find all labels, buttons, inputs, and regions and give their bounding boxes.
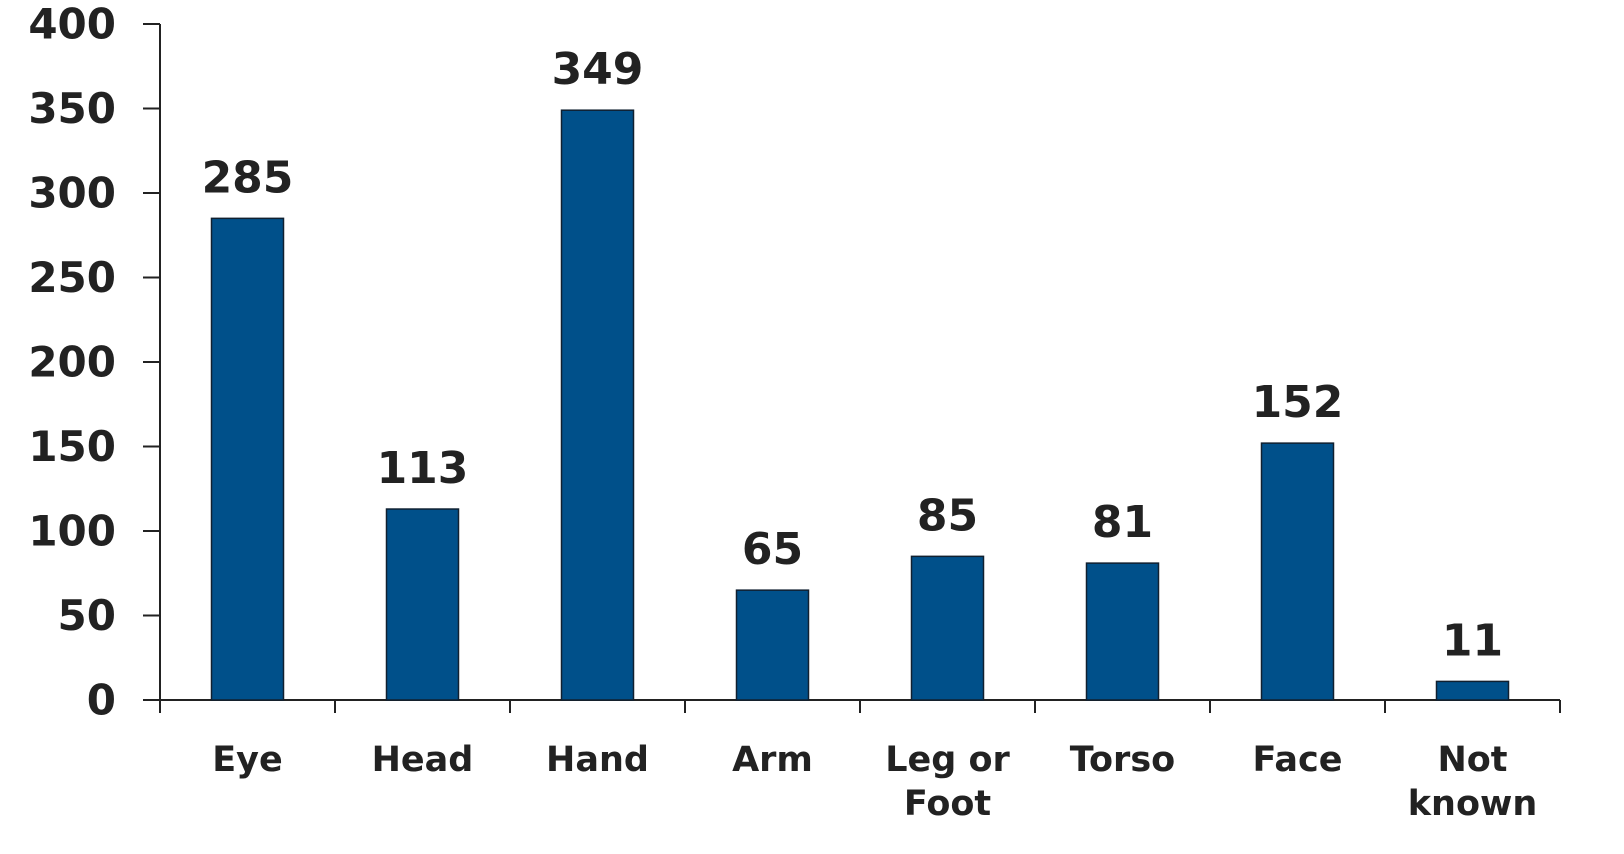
x-tick-label: Head [371, 740, 474, 780]
y-tick-label: 400 [28, 0, 116, 49]
y-tick-label: 350 [28, 84, 116, 133]
data-label: 349 [552, 44, 644, 95]
x-tick-label: Face [1252, 740, 1343, 780]
x-tick-label: Arm [732, 740, 813, 780]
y-tick-label: 100 [28, 507, 116, 556]
data-label: 81 [1092, 497, 1153, 548]
y-tick-label: 0 [87, 676, 116, 725]
data-label: 85 [917, 490, 978, 541]
bar [735, 589, 810, 701]
y-tick-label: 250 [28, 253, 116, 302]
data-label: 113 [377, 443, 469, 494]
x-tick-label: Not known [1407, 740, 1538, 824]
data-label: 11 [1442, 615, 1503, 666]
bar [560, 109, 635, 701]
y-tick-label: 50 [58, 591, 116, 640]
bar [1260, 442, 1335, 701]
x-tick-label: Torso [1069, 740, 1176, 780]
bar [910, 555, 985, 701]
bar [385, 508, 460, 701]
bar [1435, 680, 1510, 701]
x-tick-label: Leg or Foot [885, 740, 1010, 824]
y-tick-label: 200 [28, 338, 116, 387]
data-label: 285 [202, 152, 294, 203]
x-tick-label: Hand [546, 740, 649, 780]
x-tick-label: Eye [212, 740, 283, 780]
y-tick-label: 150 [28, 422, 116, 471]
y-tick-label: 300 [28, 169, 116, 218]
bar [1085, 562, 1160, 701]
data-label: 152 [1252, 377, 1344, 428]
bar [210, 217, 285, 701]
data-label: 65 [742, 524, 803, 575]
